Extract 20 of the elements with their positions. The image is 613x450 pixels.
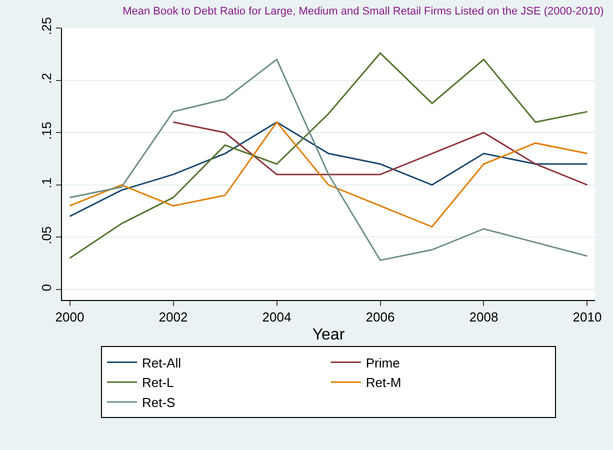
legend-label: Prime	[366, 355, 400, 370]
x-tick-label: 2008	[469, 310, 498, 325]
y-tick-label: .2	[38, 72, 54, 84]
chart-title: Mean Book to Debt Ratio for Large, Medium and Small Retail Firms Listed on the JSE (2000-2010)	[122, 5, 604, 18]
y-tick-label: .1	[38, 178, 54, 188]
legend-label: Ret-L	[142, 375, 174, 390]
x-tick-label: 2006	[366, 310, 395, 325]
y-tick-label: 0	[38, 284, 54, 292]
x-tick-label: 2010	[572, 310, 602, 325]
y-tick-label: .25	[38, 17, 54, 36]
x-tick-label: 2000	[55, 310, 84, 325]
legend-label: Ret-S	[142, 395, 176, 410]
line-series	[172, 121, 588, 186]
x-tick-label: 2004	[262, 310, 292, 325]
x-axis-title: Year	[312, 326, 346, 344]
x-tick-label: 2002	[158, 310, 188, 325]
legend-label: Ret-M	[366, 375, 402, 390]
y-tick-label: .05	[38, 226, 54, 244]
y-tick-label: .15	[38, 122, 54, 140]
legend-label: Ret-All	[142, 355, 182, 370]
